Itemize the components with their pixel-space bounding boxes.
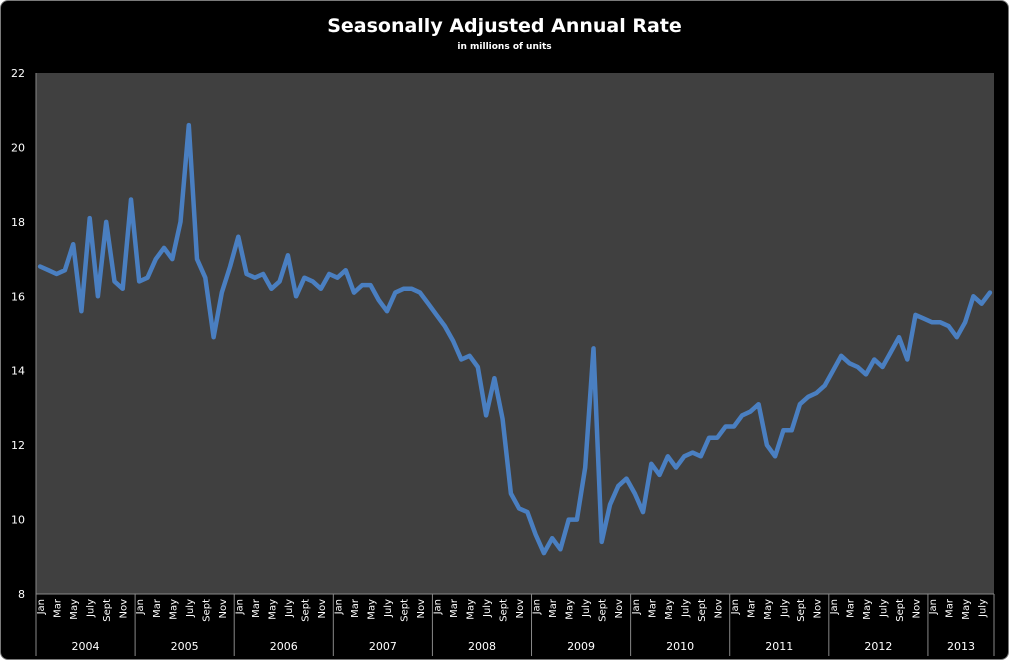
month-tick-label: Mar <box>945 598 956 618</box>
month-tick-label: July <box>978 599 989 618</box>
year-label: 2006 <box>270 640 298 653</box>
month-tick-label: July <box>383 599 394 618</box>
year-label: 2009 <box>567 640 595 653</box>
month-tick-label: July <box>581 599 592 618</box>
month-tick-label: Nov <box>515 599 526 619</box>
year-label: 2004 <box>72 640 100 653</box>
month-tick-label: July <box>284 599 295 618</box>
month-tick-label: Nov <box>317 599 328 619</box>
month-tick-label: Sept <box>102 599 113 622</box>
year-label: 2012 <box>864 640 892 653</box>
month-tick-label: Nov <box>218 599 229 619</box>
month-tick-label: Jan <box>532 599 543 615</box>
plot-area <box>36 73 994 594</box>
month-tick-label: Mar <box>449 598 460 618</box>
year-label: 2010 <box>666 640 694 653</box>
y-tick-label: 16 <box>11 290 25 303</box>
month-tick-label: Nov <box>912 599 923 619</box>
y-tick-label: 14 <box>11 365 25 378</box>
y-tick-label: 20 <box>11 141 25 154</box>
year-label: 2008 <box>468 640 496 653</box>
month-tick-label: Jan <box>234 599 245 615</box>
month-tick-label: Sept <box>598 599 609 622</box>
month-tick-label: Sept <box>499 599 510 622</box>
year-label: 2007 <box>369 640 397 653</box>
month-tick-label: Jan <box>135 599 146 615</box>
month-tick-label: Mar <box>845 598 856 618</box>
month-tick-label: Jan <box>730 599 741 615</box>
month-tick-label: Jan <box>928 599 939 615</box>
month-tick-label: May <box>763 599 774 620</box>
month-tick-label: July <box>779 599 790 618</box>
series-line <box>37 122 993 556</box>
month-tick-label: Mar <box>746 598 757 618</box>
month-tick-label: Jan <box>433 599 444 615</box>
month-tick-label: July <box>680 599 691 618</box>
month-tick-label: May <box>267 599 278 620</box>
month-tick-label: Jan <box>333 599 344 615</box>
month-tick-label: Nov <box>614 599 625 619</box>
month-tick-label: Mar <box>152 598 163 618</box>
month-tick-label: May <box>69 599 80 620</box>
month-tick-label: Sept <box>895 599 906 622</box>
month-tick-label: July <box>482 599 493 618</box>
chart-title: Seasonally Adjusted Annual Rate <box>327 15 682 37</box>
y-tick-label: 10 <box>11 514 25 527</box>
month-tick-label: May <box>366 599 377 620</box>
month-tick-label: May <box>168 599 179 620</box>
month-tick-label: Mar <box>350 598 361 618</box>
month-tick-label: Sept <box>697 599 708 622</box>
month-tick-label: Nov <box>812 599 823 619</box>
month-tick-label: Jan <box>829 599 840 615</box>
y-tick-label: 22 <box>11 67 25 80</box>
month-tick-label: Sept <box>796 599 807 622</box>
month-tick-label: Sept <box>400 599 411 622</box>
month-tick-label: May <box>466 599 477 620</box>
month-tick-label: Jan <box>36 599 47 615</box>
month-tick-label: July <box>879 599 890 618</box>
month-tick-label: Jan <box>631 599 642 615</box>
month-tick-label: May <box>961 599 972 620</box>
y-tick-label: 12 <box>11 439 25 452</box>
month-tick-label: Nov <box>119 599 130 619</box>
month-tick-label: May <box>565 599 576 620</box>
month-tick-label: Nov <box>416 599 427 619</box>
month-tick-label: July <box>185 599 196 618</box>
month-tick-label: Mar <box>548 598 559 618</box>
month-tick-label: July <box>86 599 97 618</box>
year-label: 2005 <box>171 640 199 653</box>
month-tick-label: Sept <box>201 599 212 622</box>
y-tick-label: 18 <box>11 216 25 229</box>
chart-subtitle: in millions of units <box>457 42 552 52</box>
month-tick-label: Sept <box>300 599 311 622</box>
year-label: 2011 <box>765 640 793 653</box>
month-tick-label: Nov <box>713 599 724 619</box>
month-tick-label: May <box>664 599 675 620</box>
year-label: 2013 <box>947 640 975 653</box>
month-tick-label: May <box>862 599 873 620</box>
month-tick-label: Mar <box>251 598 262 618</box>
month-tick-label: Mar <box>647 598 658 618</box>
month-tick-label: Mar <box>53 598 64 618</box>
y-tick-label: 8 <box>18 588 25 601</box>
